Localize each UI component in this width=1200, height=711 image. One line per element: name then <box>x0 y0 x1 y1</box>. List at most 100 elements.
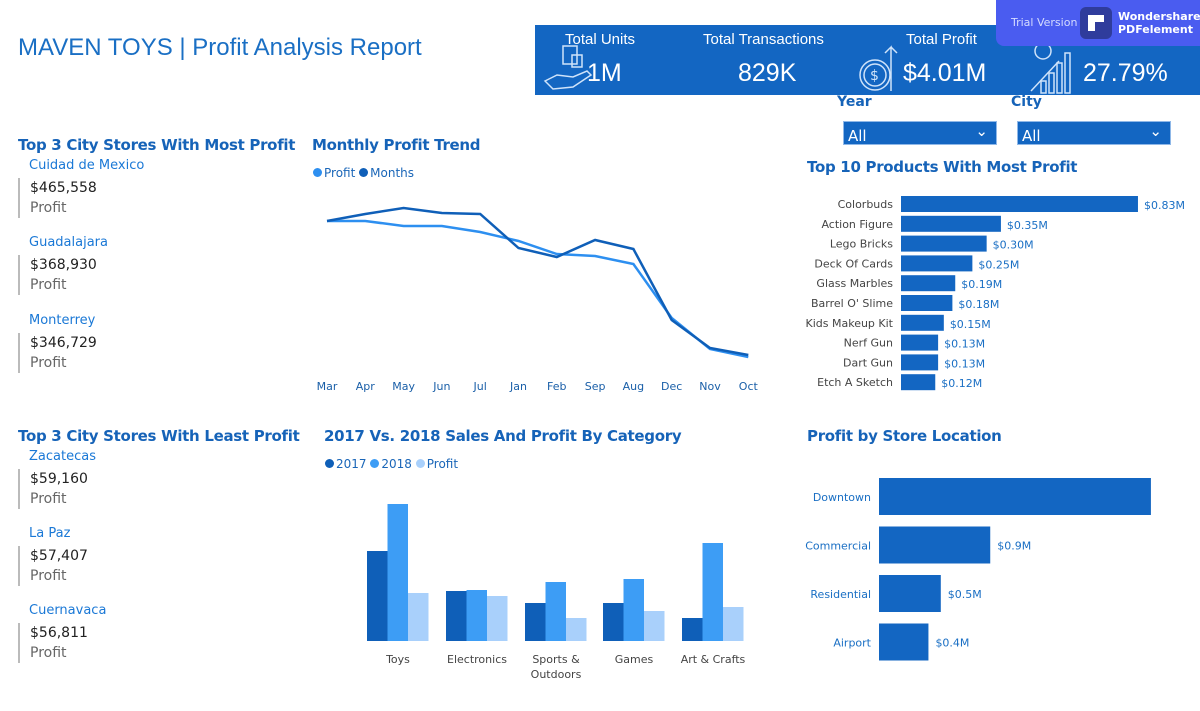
city-profit-value: $57,407 <box>30 548 88 564</box>
city-store-item: Cuidad de Mexico <box>29 158 144 173</box>
category-bar-2018 <box>466 590 487 641</box>
legend-dot <box>313 168 322 177</box>
product-value-label: $0.30M <box>993 239 1034 252</box>
city-name: Guadalajara <box>29 235 108 250</box>
city-name: Cuidad de Mexico <box>29 158 145 173</box>
product-bar <box>901 295 953 311</box>
legend-dot <box>370 459 380 468</box>
watermark-badge[interactable]: Trial Version Wondershare PDFelement <box>996 0 1200 46</box>
legend-label: Profit <box>426 457 459 471</box>
store-location-bar <box>879 623 929 661</box>
product-bar <box>901 196 1138 212</box>
product-bar <box>901 314 944 331</box>
city-store-item: Monterrey <box>29 313 95 328</box>
category-label: Electronics <box>447 653 507 666</box>
city-profit-label: Profit <box>30 568 67 584</box>
category-label: Toys <box>385 653 410 666</box>
category-bar-2018 <box>702 543 723 641</box>
pdfelement-logo-icon <box>1080 7 1112 39</box>
x-tick-label: Nov <box>699 380 721 393</box>
series-line-months <box>326 206 749 357</box>
city-name: La Paz <box>29 526 71 541</box>
city-profit-card: $56,811 Profit <box>18 623 88 663</box>
category-label: Games <box>615 653 654 666</box>
legend-label: 2017 <box>336 457 367 471</box>
x-tick-label: May <box>392 380 415 393</box>
city-profit-value: $56,811 <box>30 625 88 641</box>
category-bar-2018 <box>545 582 566 641</box>
x-tick-label: Jul <box>473 380 487 393</box>
kpi-label: Total Transactions <box>703 31 824 48</box>
top-cities-title: Top 3 City Stores With Most Profit <box>18 136 296 154</box>
city-profit-card: $346,729 Profit <box>18 333 97 373</box>
city-name: Monterrey <box>29 313 96 328</box>
city-store-item: Cuernavaca <box>29 603 106 618</box>
city-filter-value: All <box>1022 127 1041 145</box>
city-profit-value: $465,558 <box>30 180 97 196</box>
kpi-label: Total Units <box>565 31 636 48</box>
category-bar-2017 <box>367 551 388 641</box>
product-label: Etch A Sketch <box>817 376 893 389</box>
city-profit-card: $59,160 Profit <box>18 469 88 509</box>
store-value-label: $0.4M <box>935 637 969 650</box>
category-bar-profit <box>723 607 744 641</box>
store-location-bar <box>879 526 991 564</box>
store-location-label: Airport <box>833 637 871 650</box>
product-label: Nerf Gun <box>844 337 893 350</box>
category-label-line: Sports & <box>532 653 580 666</box>
product-value-label: $0.83M <box>1144 199 1185 212</box>
city-store-item: La Paz <box>29 526 70 541</box>
store-value-label: $0.5M <box>948 588 982 601</box>
category-chart-title: 2017 Vs. 2018 Sales And Profit By Catego… <box>324 427 682 445</box>
x-tick-label: Oct <box>739 380 759 393</box>
year-filter-value: All <box>848 127 867 145</box>
product-bar <box>901 374 936 391</box>
product-value-label: $0.19M <box>961 278 1002 291</box>
kpi-value: $4.01M <box>903 59 987 87</box>
city-filter-dropdown[interactable]: All ⌄ <box>1017 121 1171 145</box>
x-tick-label: Apr <box>356 380 376 393</box>
x-tick-label: Jan <box>509 380 527 393</box>
category-label: Art & Crafts <box>681 653 746 666</box>
kpi-value: 27.79% <box>1083 59 1168 87</box>
x-tick-label: Jun <box>432 380 450 393</box>
category-legend: 2017 2018 Profit <box>325 457 458 471</box>
product-label: Glass Marbles <box>816 277 893 290</box>
category-bar-2017 <box>525 603 546 641</box>
product-bar <box>901 235 987 252</box>
x-tick-label: Feb <box>547 380 566 393</box>
product-label: Lego Bricks <box>830 238 893 251</box>
category-bar-profit <box>487 596 508 641</box>
page-title: MAVEN TOYS | Profit Analysis Report <box>18 34 422 61</box>
product-bar <box>901 334 939 351</box>
x-tick-label: Aug <box>623 380 644 393</box>
product-value-label: $0.18M <box>958 298 999 311</box>
product-label: Dart Gun <box>843 356 893 369</box>
product-value-label: $0.13M <box>944 357 985 370</box>
category-bar-profit <box>408 593 429 641</box>
product-label: Barrel O' Slime <box>811 297 893 310</box>
store-location-label: Downtown <box>813 491 871 504</box>
product-value-label: $0.35M <box>1007 219 1048 232</box>
city-profit-value: $59,160 <box>30 471 88 487</box>
category-bar-2018 <box>623 579 644 641</box>
year-filter-dropdown[interactable]: All ⌄ <box>843 121 997 145</box>
legend-label: Profit <box>324 166 356 180</box>
store-value-label: $0.9M <box>997 540 1031 553</box>
product-value-label: $0.25M <box>978 258 1019 271</box>
legend-label: Months <box>370 166 415 180</box>
monthly-trend-title: Monthly Profit Trend <box>312 136 481 154</box>
product-value-label: $0.12M <box>941 377 982 390</box>
product-label: Kids Makeup Kit <box>806 317 894 330</box>
city-profit-card: $57,407 Profit <box>18 546 88 586</box>
city-profit-card: $465,558 Profit <box>18 178 97 218</box>
city-filter-label: City <box>1011 94 1042 110</box>
city-profit-card: $368,930 Profit <box>18 255 97 295</box>
city-store-item: Guadalajara <box>29 235 108 250</box>
legend-dot <box>325 459 334 468</box>
legend-dot <box>415 459 425 468</box>
store-location-bar <box>879 575 941 612</box>
legend-dot <box>359 168 369 177</box>
trial-label: Trial Version <box>1011 16 1078 29</box>
